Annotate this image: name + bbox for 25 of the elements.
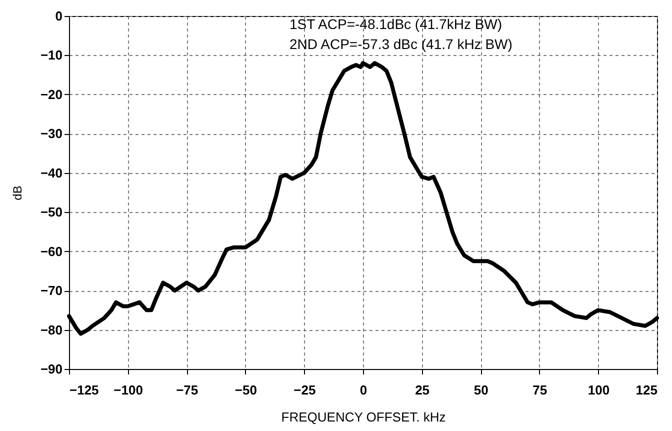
y-axis-title: dB — [10, 186, 24, 200]
x-tick-label: −100 — [114, 382, 143, 398]
y-tick-label: −10 — [40, 48, 62, 63]
y-tick-label: −60 — [40, 244, 62, 259]
x-axis-title: FREQUENCY OFFSET. kHz — [281, 410, 446, 424]
x-tick-label: −50 — [234, 382, 257, 398]
y-tick-label: −40 — [40, 165, 62, 180]
y-tick-label: −90 — [40, 362, 62, 376]
x-tick-label: −75 — [176, 382, 198, 398]
y-tick-label: −20 — [40, 86, 62, 102]
x-tick-label: 25 — [415, 382, 430, 398]
x-tick-label: 100 — [588, 382, 610, 398]
x-tick-label: −25 — [294, 382, 316, 398]
x-tick-label: 0 — [360, 382, 368, 398]
annotation: 2ND ACP=-57.3 dBc (41.7 kHz BW) — [290, 36, 512, 52]
x-tick-label: 125 — [636, 382, 658, 398]
annotation: 1ST ACP=-48.1dBc (41.7kHz BW) — [290, 16, 502, 32]
y-tick-label: −30 — [40, 126, 62, 142]
y-tick-label: −80 — [40, 322, 62, 338]
x-tick-label: −125 — [70, 382, 99, 398]
y-tick-label: −50 — [40, 204, 62, 220]
y-tick-label: −70 — [40, 283, 62, 298]
x-tick-label: 75 — [532, 382, 548, 398]
x-tick-label: 50 — [474, 382, 488, 398]
y-tick-label: 0 — [55, 8, 62, 24]
